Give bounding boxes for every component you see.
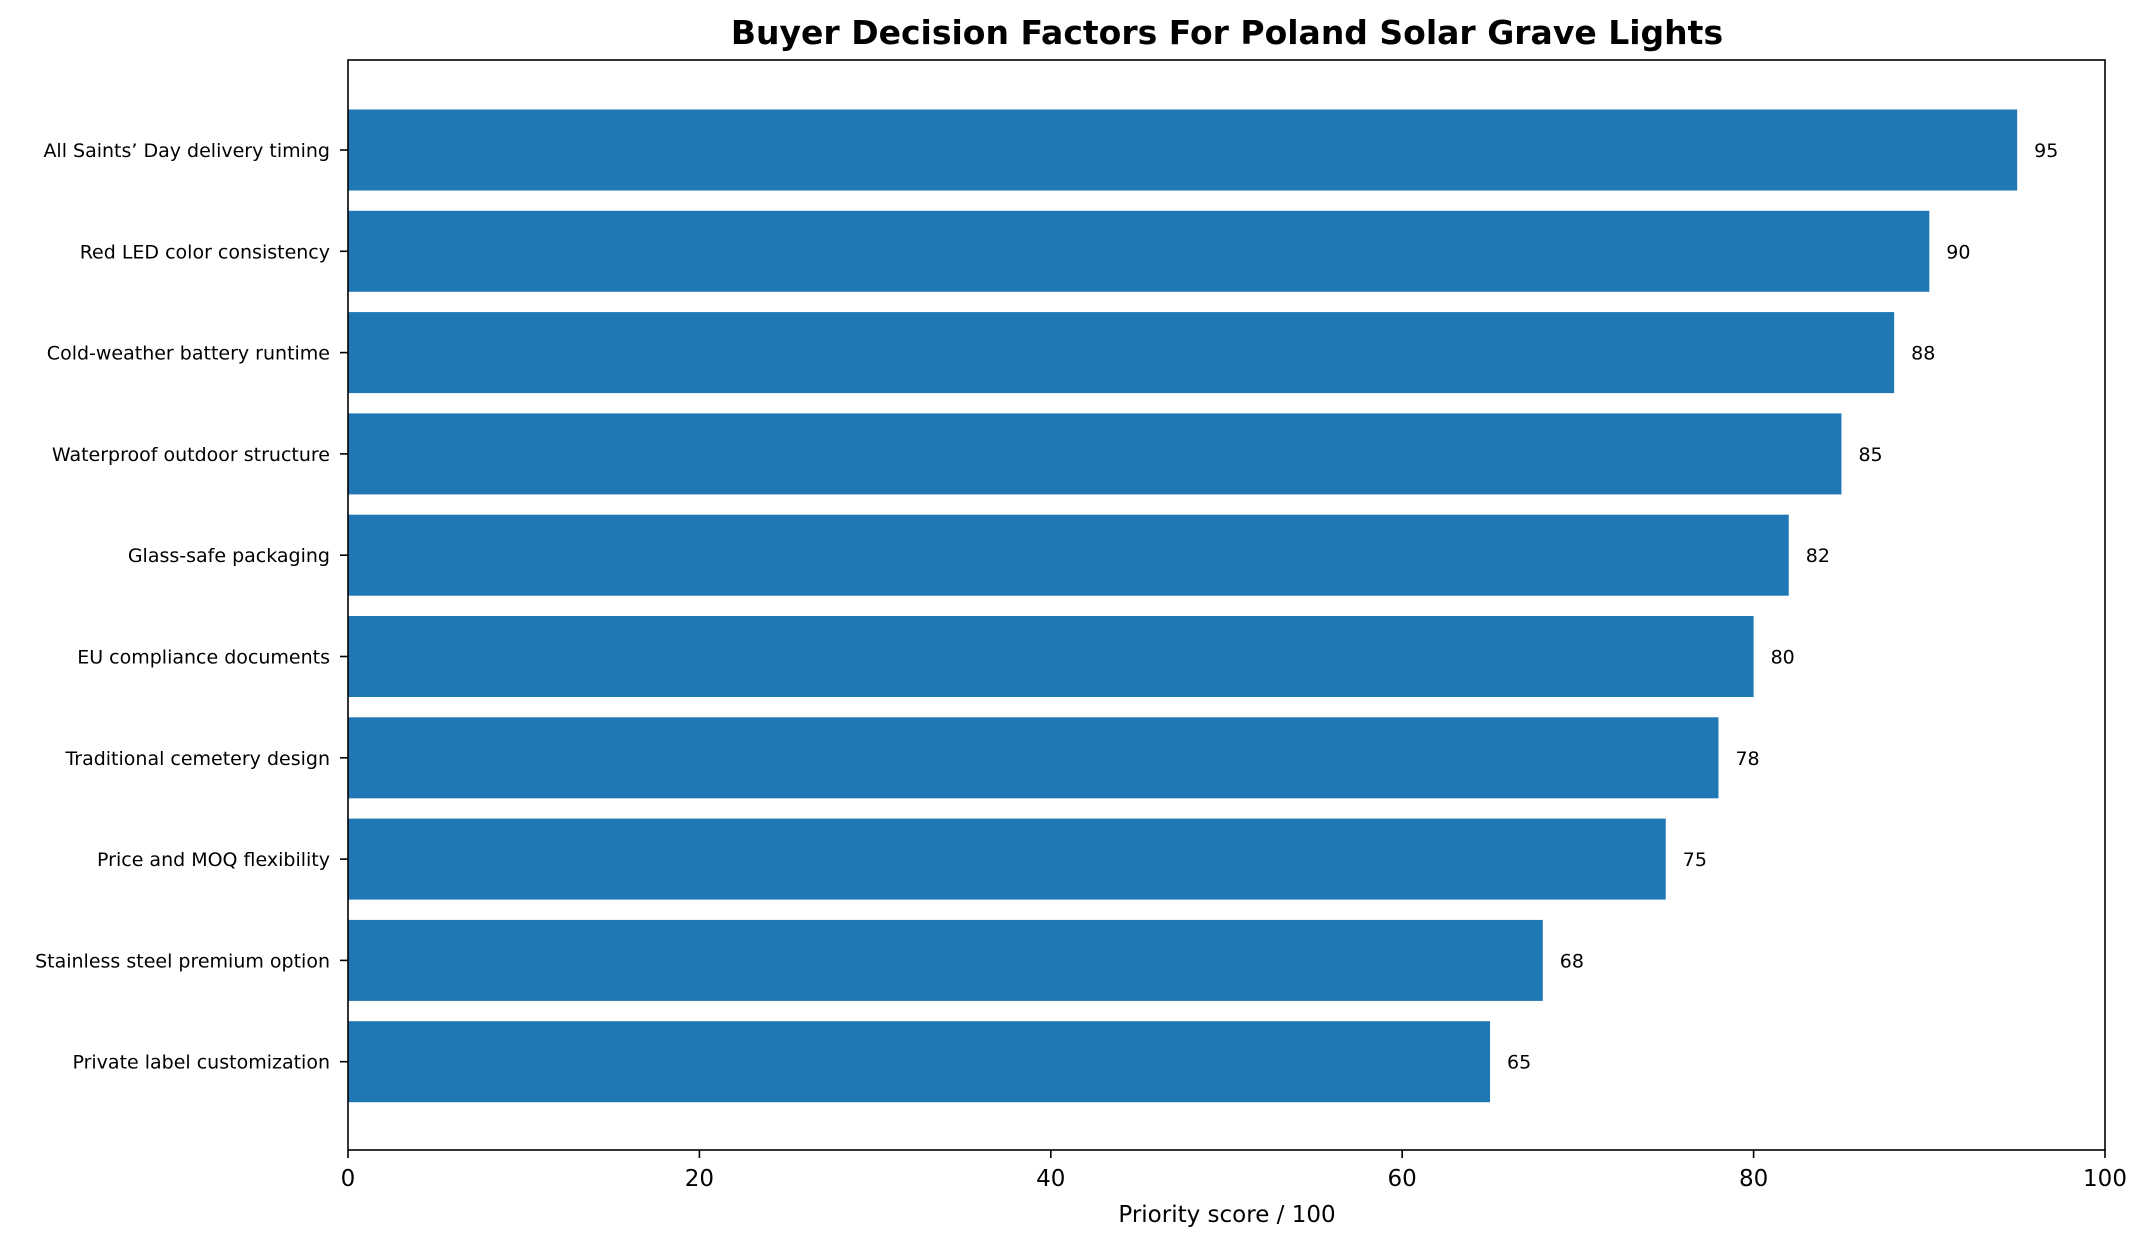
y-tick-label: Price and MOQ flexibility (97, 849, 330, 871)
bar (348, 717, 1719, 799)
x-tick-label: 0 (341, 1166, 356, 1192)
bar-value-label: 90 (1946, 241, 1970, 263)
y-tick-label: Traditional cemetery design (64, 748, 330, 770)
y-tick-label: Private label customization (72, 1052, 330, 1074)
x-tick-label: 80 (1739, 1166, 1768, 1192)
x-axis: 0 20 40 60 80 100 (341, 1150, 2127, 1192)
y-tick-label: Glass-safe packaging (128, 545, 330, 567)
x-tick-label: 100 (2083, 1166, 2127, 1192)
bar-value-label: 82 (1806, 545, 1830, 567)
bar-value-label: 80 (1771, 647, 1795, 669)
bar-value-label: 88 (1911, 343, 1935, 365)
x-tick-label: 60 (1388, 1166, 1417, 1192)
bar-value-label: 85 (1858, 444, 1882, 466)
bar-value-label: 75 (1683, 849, 1707, 871)
y-tick-label: Cold-weather battery runtime (47, 343, 330, 365)
bar (348, 818, 1666, 900)
bar (348, 312, 1895, 394)
bar-value-label: 95 (2034, 140, 2058, 162)
bar (348, 210, 1930, 292)
y-tick-label: Red LED color consistency (80, 241, 330, 263)
bar-value-label: 78 (1735, 748, 1759, 770)
bar (348, 413, 1842, 495)
bar (348, 109, 2018, 191)
y-tick-label: All Saints’ Day delivery timing (43, 140, 330, 162)
bar (348, 616, 1754, 697)
bar (348, 1021, 1491, 1103)
plot-frame (347, 59, 2106, 1151)
chart-title: Buyer Decision Factors For Poland Solar … (731, 13, 1723, 52)
y-tick-label: EU compliance documents (77, 647, 330, 669)
y-axis: All Saints’ Day delivery timing Red LED c… (35, 140, 348, 1074)
bar (348, 514, 1789, 596)
value-labels-group: 95 90 88 85 82 80 78 75 68 65 (1507, 140, 2058, 1074)
bars-group (348, 109, 2018, 1103)
x-axis-title: Priority score / 100 (1118, 1202, 1335, 1228)
bar-value-label: 68 (1560, 950, 1584, 972)
y-tick-label: Stainless steel premium option (35, 950, 330, 972)
x-tick-label: 20 (685, 1166, 714, 1192)
bar-value-label: 65 (1507, 1052, 1531, 1074)
x-tick-label: 40 (1036, 1166, 1065, 1192)
y-tick-label: Waterproof outdoor structure (52, 444, 330, 466)
bar (348, 919, 1543, 1001)
